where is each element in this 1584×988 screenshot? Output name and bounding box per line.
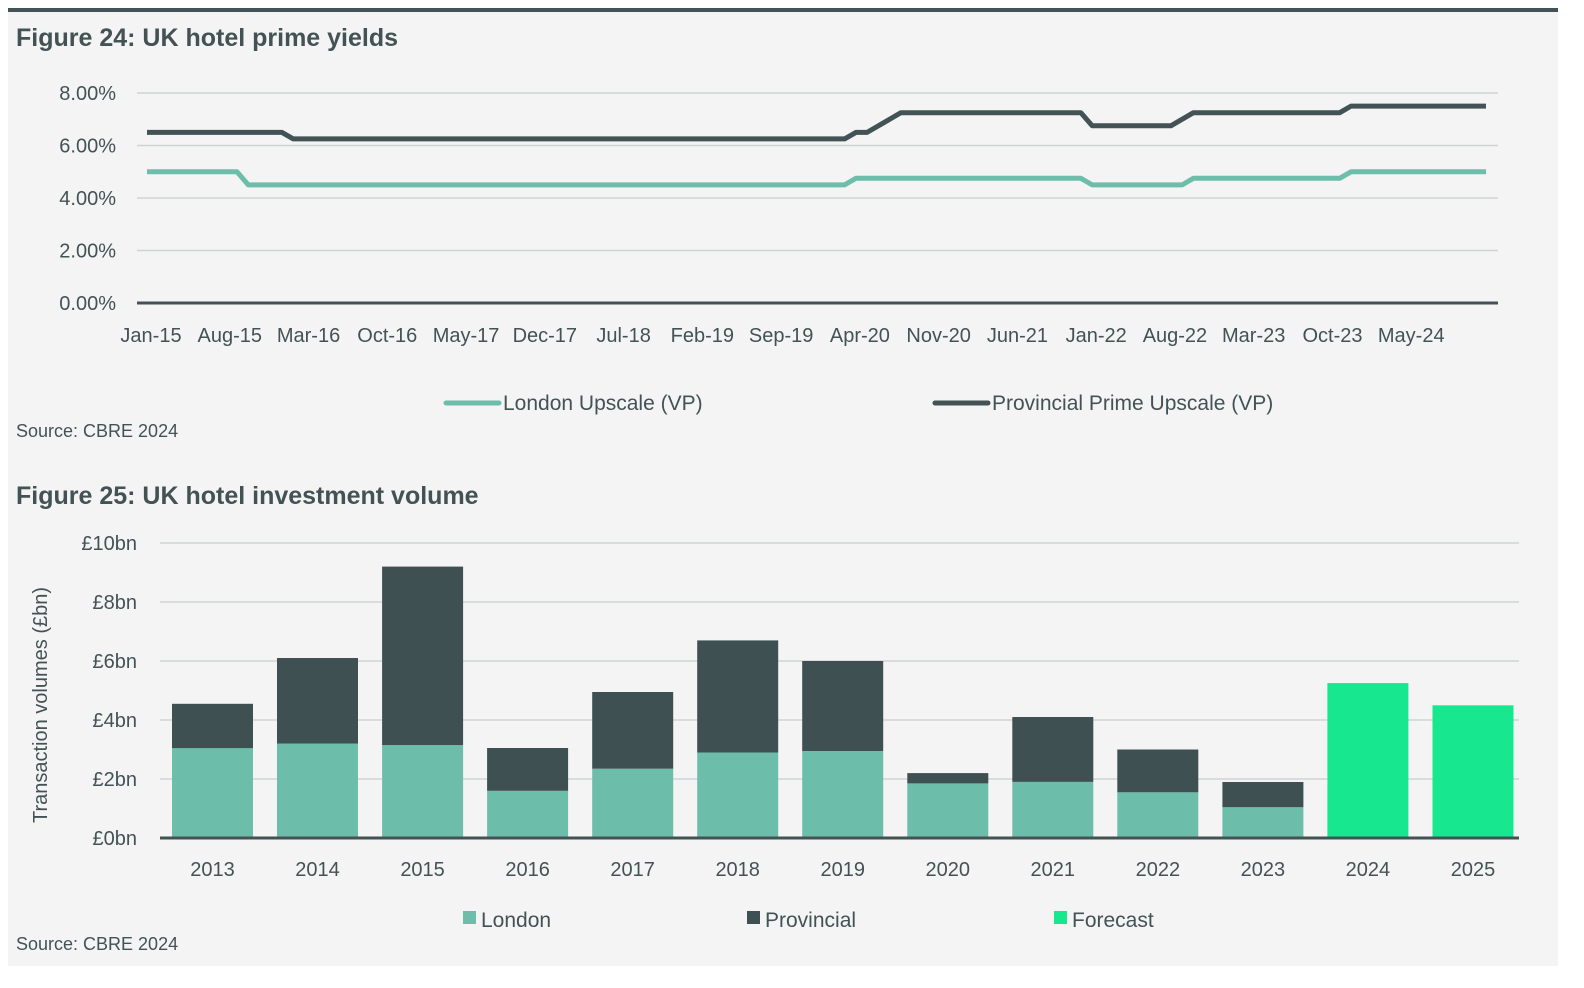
x-tick-label: Sep-19 <box>749 325 814 347</box>
x-tick-label: Mar-23 <box>1222 325 1285 347</box>
y-tick-label: £0bn <box>93 828 138 850</box>
top-divider <box>8 8 1558 12</box>
x-tick-label: Mar-16 <box>277 325 340 347</box>
bar-forecast-2024 <box>1327 683 1409 838</box>
x-tick-label: May-17 <box>433 325 500 347</box>
x-tick-label: Apr-20 <box>830 325 890 347</box>
bar-london-2021 <box>1012 782 1094 838</box>
bar-london-2014 <box>277 743 358 838</box>
bar-london-2020 <box>907 783 989 838</box>
legend-label-london: London Upscale (VP) <box>503 392 703 415</box>
x-tick-label: Nov-20 <box>906 325 970 347</box>
bar-london-2022 <box>1117 792 1199 838</box>
bar-provincial-2020 <box>907 773 989 784</box>
x-tick-label: 2013 <box>190 859 235 881</box>
y-tick-label: £2bn <box>93 769 138 791</box>
bar-provincial-2017 <box>592 692 674 769</box>
x-tick-label: 2023 <box>1241 859 1286 881</box>
legend-label-forecast: Forecast <box>1072 909 1154 932</box>
x-tick-label: 2015 <box>400 859 445 881</box>
series-line-provincial <box>147 103 1486 142</box>
legend-swatch-provincial <box>747 911 760 924</box>
x-tick-label: May-24 <box>1378 325 1445 347</box>
x-tick-label: 2020 <box>926 859 971 881</box>
bar-london-2015 <box>382 745 464 838</box>
bar-london-2017 <box>592 768 674 838</box>
bar-london-2016 <box>487 790 569 838</box>
legend-label-london: London <box>481 909 551 932</box>
x-tick-label: 2018 <box>715 859 760 881</box>
x-tick-label: Oct-23 <box>1302 325 1362 347</box>
y-tick-label: £6bn <box>93 651 138 673</box>
x-tick-label: 2022 <box>1136 859 1181 881</box>
x-tick-label: Oct-16 <box>357 325 417 347</box>
legend-swatch-london <box>463 911 476 924</box>
y-tick-label: 4.00% <box>59 188 116 210</box>
y-tick-label: 6.00% <box>59 136 116 158</box>
series-line-london <box>147 169 1486 188</box>
x-tick-label: Feb-19 <box>671 325 734 347</box>
bar-provincial-2023 <box>1222 782 1304 808</box>
bar-provincial-2018 <box>697 640 779 753</box>
y-tick-label: £8bn <box>93 592 138 614</box>
bar-london-2013 <box>172 748 253 838</box>
x-tick-label: 2014 <box>295 859 340 881</box>
figure24-source: Source: CBRE 2024 <box>16 421 179 441</box>
legend-swatch-forecast <box>1054 911 1067 924</box>
x-tick-label: Dec-17 <box>513 325 577 347</box>
legend-label-provincial: Provincial Prime Upscale (VP) <box>992 392 1273 415</box>
y-tick-label: £10bn <box>81 533 137 555</box>
legend-label-provincial: Provincial <box>765 909 856 932</box>
y-tick-label: £4bn <box>93 710 138 732</box>
x-tick-label: 2017 <box>610 859 655 881</box>
x-tick-label: Jun-21 <box>987 325 1048 347</box>
bar-provincial-2014 <box>277 658 358 744</box>
bar-provincial-2019 <box>802 661 884 751</box>
bar-provincial-2021 <box>1012 717 1094 782</box>
bar-provincial-2013 <box>172 703 253 749</box>
bar-provincial-2022 <box>1117 749 1199 793</box>
x-tick-label: Jan-22 <box>1066 325 1127 347</box>
bar-london-2019 <box>802 751 884 838</box>
bar-forecast-2025 <box>1432 705 1514 839</box>
figure25-title: Figure 25: UK hotel investment volume <box>16 482 479 510</box>
bar-london-2018 <box>697 752 779 838</box>
x-tick-label: 2016 <box>505 859 550 881</box>
bar-provincial-2015 <box>382 566 464 746</box>
x-tick-label: Jan-15 <box>120 325 181 347</box>
y-tick-label: 0.00% <box>59 293 116 315</box>
y-axis-title: Transaction volumes (£bn) <box>30 587 52 823</box>
y-tick-label: 2.00% <box>59 241 116 263</box>
x-tick-label: 2025 <box>1451 859 1496 881</box>
x-tick-label: Aug-22 <box>1143 325 1208 347</box>
x-tick-label: 2024 <box>1346 859 1391 881</box>
figure24-title: Figure 24: UK hotel prime yields <box>16 24 399 52</box>
bar-provincial-2016 <box>487 748 569 791</box>
yield-line-chart: 0.00% 2.00% 4.00% 6.00% 8.00% Jan-15 Aug-15 Mar… <box>59 83 1498 415</box>
x-tick-label: 2019 <box>820 859 865 881</box>
x-tick-label: Aug-15 <box>198 325 263 347</box>
y-tick-label: 8.00% <box>59 83 116 105</box>
x-tick-label: Jul-18 <box>596 325 650 347</box>
bar-london-2023 <box>1222 807 1304 838</box>
x-tick-label: 2021 <box>1031 859 1076 881</box>
figure25-source: Source: CBRE 2024 <box>16 934 179 954</box>
